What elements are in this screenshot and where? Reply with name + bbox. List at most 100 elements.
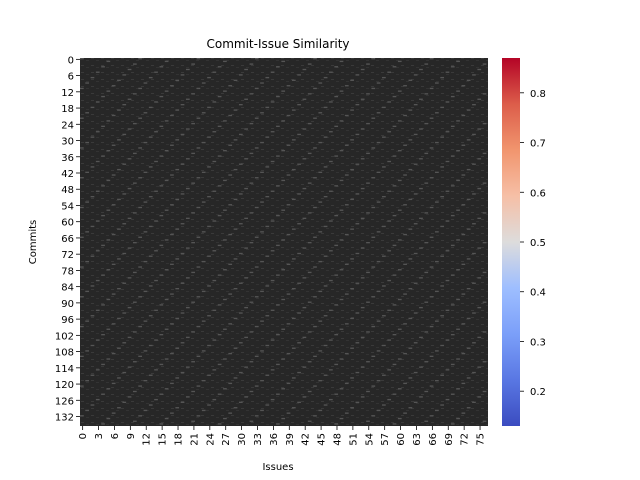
heatmap-cell <box>355 223 360 225</box>
heatmap-cell <box>254 58 259 60</box>
heatmap-cell <box>143 231 148 233</box>
heatmap-cell <box>387 71 392 73</box>
heatmap-cell <box>366 212 370 214</box>
heatmap-cell <box>408 377 413 379</box>
heatmap-cell <box>191 182 195 184</box>
heatmap-cell <box>376 141 381 144</box>
heatmap-cell <box>429 266 434 268</box>
heatmap-cell <box>408 79 413 81</box>
heatmap-cell <box>440 106 445 109</box>
heatmap-cell <box>117 168 121 171</box>
heatmap-cell <box>281 298 286 301</box>
heatmap-cell <box>334 155 339 157</box>
heatmap-cell <box>435 320 439 322</box>
heatmap-cell <box>254 325 259 328</box>
heatmap-cell <box>329 339 333 341</box>
heatmap-cell <box>233 377 238 379</box>
heatmap-cell <box>403 382 407 385</box>
heatmap-cell <box>392 274 397 276</box>
heatmap-cell <box>175 377 180 379</box>
y-tick-label: 114 <box>55 364 74 375</box>
heatmap-cell <box>329 101 333 103</box>
heatmap-cell <box>212 71 217 73</box>
y-tick-label: 54 <box>61 201 74 212</box>
heatmap-cell <box>472 312 476 314</box>
heatmap-cell <box>138 236 142 238</box>
heatmap-cell <box>185 158 190 160</box>
heatmap-cell <box>334 304 339 306</box>
heatmap-cell <box>477 396 482 398</box>
heatmap-cell <box>281 239 286 241</box>
heatmap-cell <box>435 171 439 173</box>
heatmap-cell <box>117 317 121 320</box>
heatmap-cell <box>170 144 174 146</box>
heatmap-cell <box>154 71 158 73</box>
heatmap-cell <box>127 158 132 160</box>
heatmap-cell <box>392 393 397 395</box>
colorbar-ticks: 0.2 0.3 0.4 0.5 0.6 0.7 0.8 <box>520 89 546 398</box>
heatmap-cell <box>461 204 466 206</box>
heatmap-cell <box>456 179 460 182</box>
heatmap-cell <box>313 87 317 90</box>
heatmap-cell <box>185 396 190 398</box>
y-tick-label: 72 <box>61 250 74 261</box>
heatmap-cell <box>80 58 84 60</box>
heatmap-cell <box>387 339 392 341</box>
heatmap-cell <box>132 212 137 214</box>
heatmap-cell <box>313 117 317 119</box>
heatmap-cell <box>440 166 445 168</box>
heatmap-cell <box>419 187 423 190</box>
heatmap-cell <box>466 347 471 349</box>
heatmap-cell <box>392 66 397 68</box>
heatmap-cell <box>201 141 206 144</box>
heatmap-cell <box>323 285 328 287</box>
heatmap-cell <box>260 320 264 322</box>
heatmap-cell <box>111 85 116 87</box>
heatmap-cell <box>85 171 90 173</box>
heatmap-cell <box>408 198 413 201</box>
heatmap-cell <box>244 396 248 398</box>
heatmap-cell <box>154 220 158 222</box>
heatmap-cell <box>223 358 227 360</box>
heatmap-cell <box>366 182 370 184</box>
heatmap-cell <box>329 160 333 163</box>
heatmap-cell <box>307 420 312 422</box>
heatmap-cell <box>143 290 148 293</box>
heatmap-cell <box>307 271 312 274</box>
heatmap-cell <box>80 325 84 328</box>
heatmap-cell <box>350 109 354 111</box>
heatmap-cell <box>313 415 317 417</box>
heatmap-cell <box>111 144 116 146</box>
heatmap-cell <box>456 90 460 92</box>
heatmap-cell <box>334 363 339 366</box>
heatmap-cell <box>456 358 460 360</box>
heatmap-cell <box>95 160 100 163</box>
heatmap-cell <box>334 66 339 68</box>
heatmap-cell <box>111 263 116 265</box>
heatmap-cell <box>413 371 418 374</box>
heatmap-cell <box>318 350 323 352</box>
heatmap-cell <box>106 358 111 360</box>
heatmap-cell <box>450 334 455 336</box>
heatmap-cell <box>355 342 360 344</box>
heatmap-cell <box>339 179 344 182</box>
heatmap-cell <box>281 120 286 122</box>
heatmap-cell <box>408 347 413 349</box>
heatmap-cell <box>101 304 105 306</box>
heatmap-cell <box>344 382 349 385</box>
x-tick-label: 9 <box>126 433 137 439</box>
x-tick-label: 21 <box>189 433 200 446</box>
heatmap-cell <box>132 63 137 65</box>
y-tick-label: 96 <box>61 315 74 326</box>
heatmap-cell <box>477 158 482 160</box>
heatmap-cell <box>429 206 434 209</box>
heatmap-cell <box>413 282 418 284</box>
heatmap-cell <box>297 133 301 136</box>
heatmap-cell <box>466 228 471 230</box>
heatmap-cell <box>191 242 195 244</box>
heatmap-cell <box>196 87 201 90</box>
heatmap-cell <box>175 347 180 349</box>
heatmap-cell <box>371 415 376 417</box>
heatmap-cell <box>445 369 450 371</box>
heatmap-cell <box>456 239 460 241</box>
